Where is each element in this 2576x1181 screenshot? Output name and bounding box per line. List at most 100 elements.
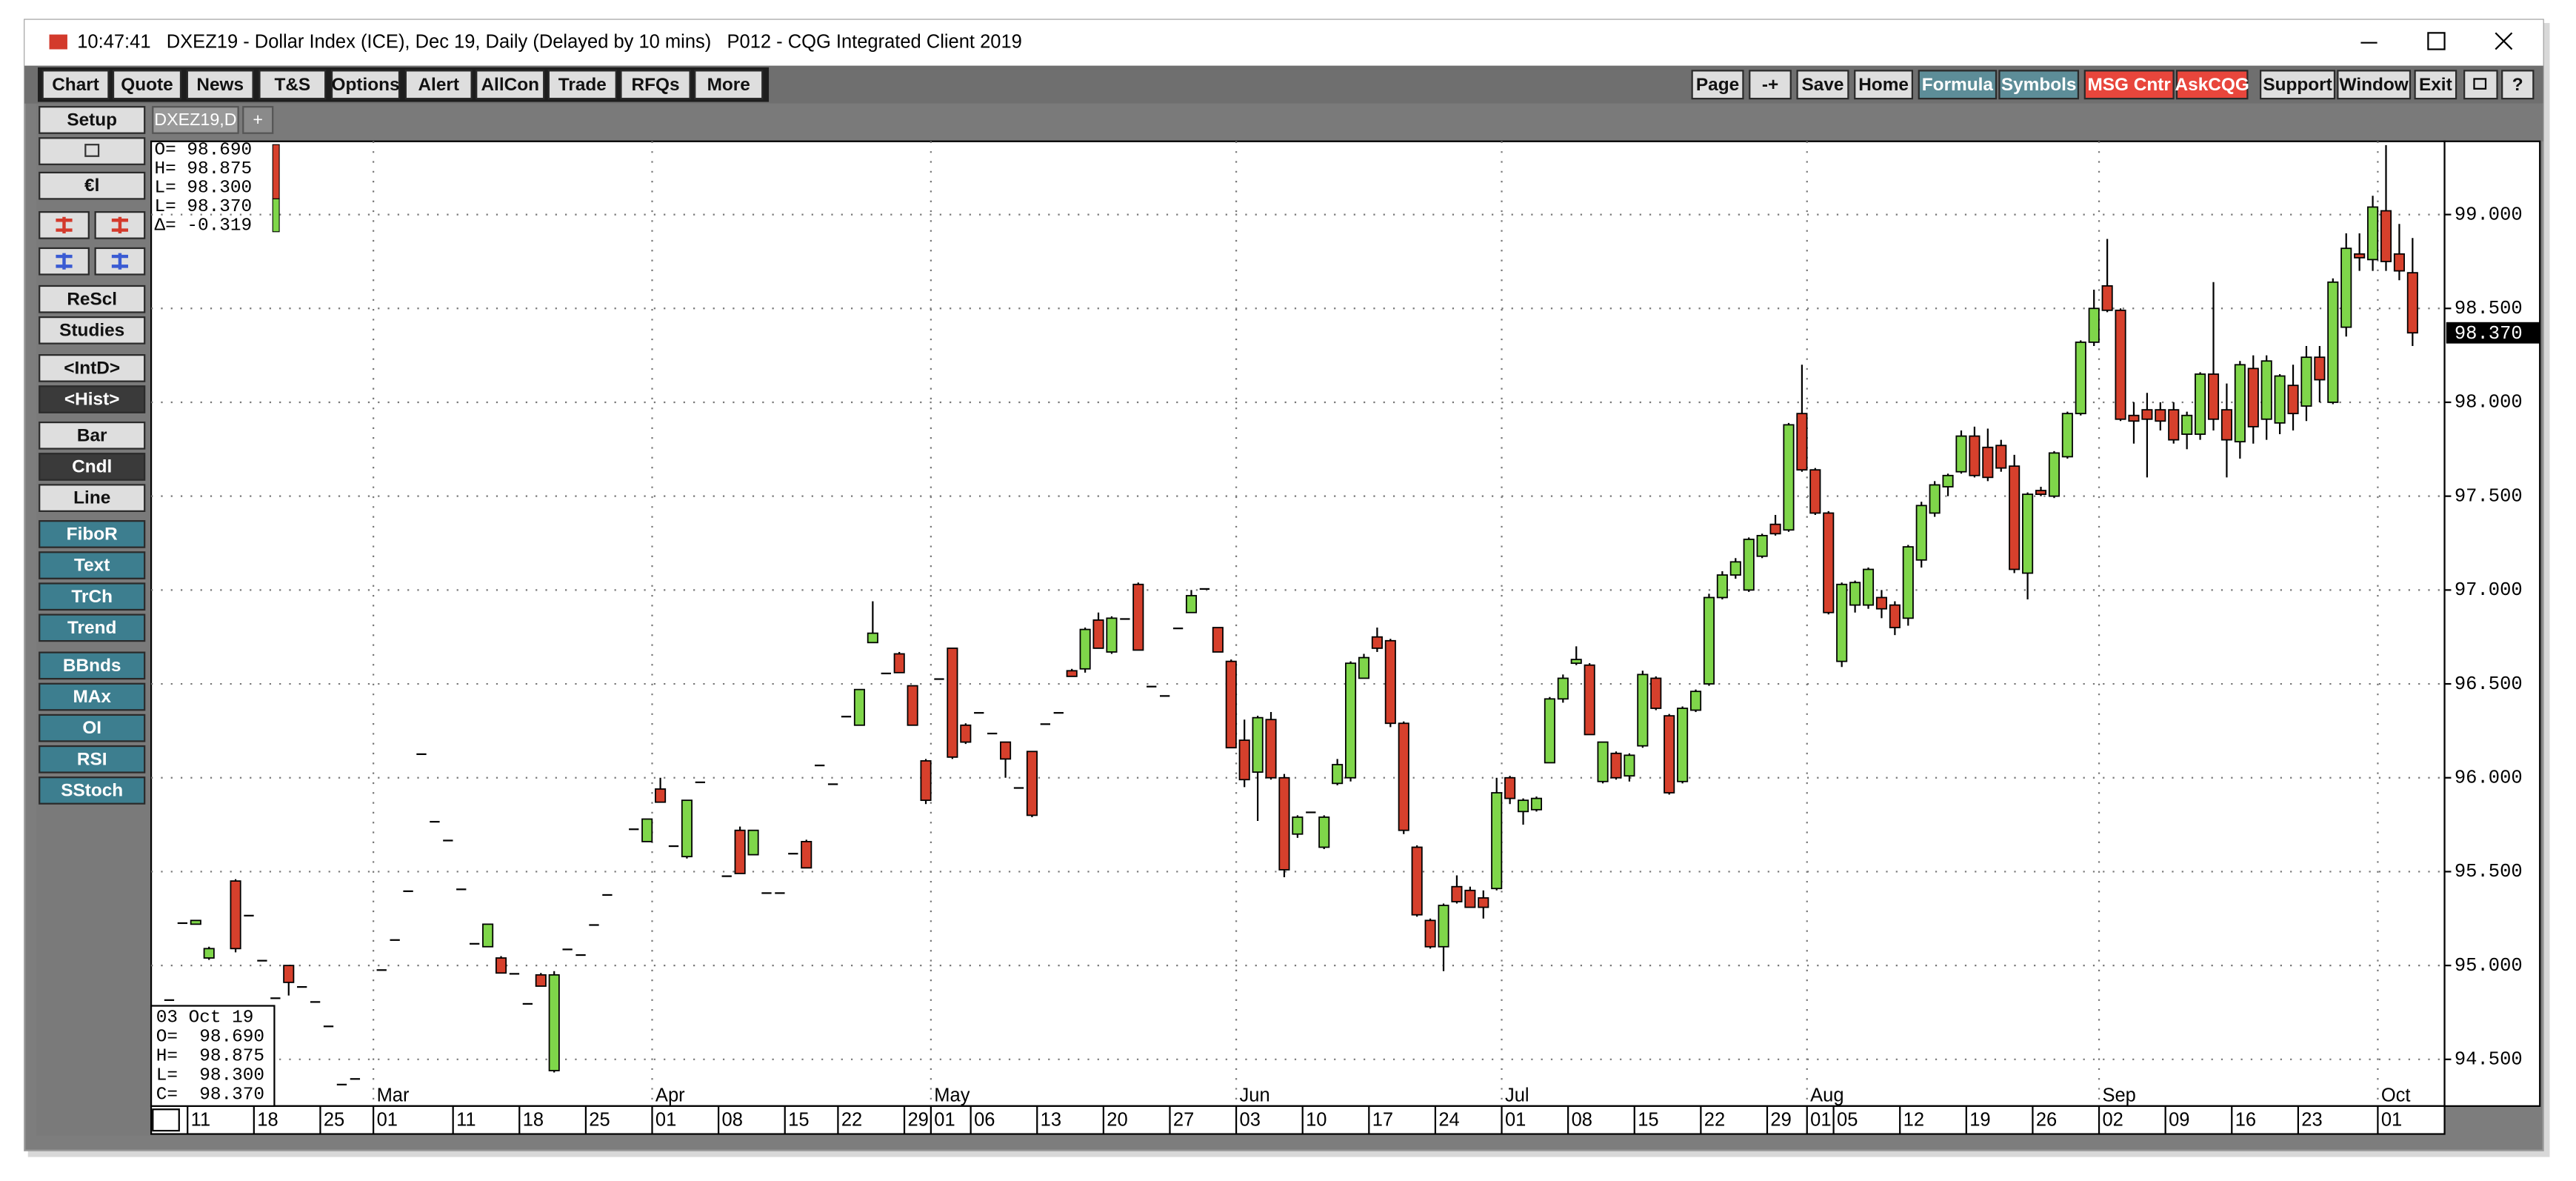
toolbar-button-label: Window (2340, 75, 2409, 95)
candle-body (1915, 505, 1927, 561)
sidebar-button-label: RSI (77, 749, 107, 769)
toolbar-button[interactable] (2083, 70, 2175, 100)
candle-body (881, 672, 891, 675)
y-tick-label: 98.500 (2455, 298, 2523, 319)
toolbar-button[interactable] (112, 70, 182, 100)
toolbar-button[interactable] (2337, 70, 2412, 100)
candle-body (1451, 885, 1463, 902)
toolbar-button-label: Symbols (2001, 75, 2077, 95)
candle-body (1650, 677, 1662, 709)
candle-body (1610, 752, 1622, 779)
sidebar-button[interactable] (39, 484, 146, 512)
toolbar-button[interactable] (1796, 70, 1849, 100)
toolbar-button[interactable] (258, 70, 327, 100)
candle-body (2009, 465, 2021, 570)
toolbar-button-label: T&S (274, 75, 310, 95)
maximize-button[interactable] (2427, 32, 2446, 50)
candle-body (270, 997, 281, 999)
sidebar-button[interactable] (39, 713, 146, 742)
x-tick-label: 10 (1306, 1110, 1327, 1131)
toolbar-button[interactable] (1918, 70, 1998, 100)
toolbar-button[interactable] (1691, 70, 1744, 100)
toolbar-button[interactable] (330, 70, 401, 100)
tab[interactable] (242, 106, 274, 134)
candle-body (695, 781, 706, 784)
sidebar-button[interactable] (39, 385, 146, 413)
sidebar-button[interactable] (39, 776, 146, 805)
sidebar-button[interactable] (39, 520, 146, 548)
sidebar-button[interactable] (39, 682, 146, 711)
x-tick-label: 17 (1372, 1110, 1393, 1131)
sidebar-button[interactable] (39, 651, 146, 680)
month-label: Aug (1810, 1085, 1843, 1105)
close-button[interactable] (2495, 32, 2513, 50)
month-label: Oct (2381, 1085, 2411, 1105)
sidebar-button-label: <IntD> (64, 358, 120, 378)
toolbar-button[interactable] (1854, 70, 1913, 100)
y-tick-label: 98.000 (2455, 392, 2523, 413)
candle-body (1716, 574, 1728, 599)
candle-body (2088, 307, 2100, 343)
candle-body (310, 1001, 321, 1003)
candle-body (2260, 360, 2272, 420)
sidebar-button-label: BBnds (63, 656, 121, 676)
candle-body (1862, 568, 1875, 606)
sidebar-button[interactable] (39, 285, 146, 313)
x-tick-label: 13 (1041, 1110, 1061, 1131)
toolbar-button[interactable] (186, 70, 254, 100)
ohlc-readout: H= 98.875 (155, 159, 253, 179)
sidebar-button[interactable] (39, 582, 146, 611)
toolbar-button-label: Exit (2419, 75, 2452, 95)
ohlc-readout: L= 98.370 (155, 197, 253, 217)
candle-body (761, 892, 772, 894)
candle-body (1809, 469, 1821, 514)
icon-glyph (56, 253, 73, 270)
toolbar-button[interactable] (476, 70, 545, 100)
tab-label: DXEZ19,D (154, 110, 236, 129)
candle-body (1995, 445, 2007, 469)
candle-body (509, 973, 520, 975)
candle-body (443, 839, 453, 842)
tab[interactable] (152, 106, 239, 134)
toolbar-button-label: AskCQG (2175, 75, 2249, 95)
toolbar-button[interactable] (404, 70, 473, 100)
toolbar-button[interactable] (694, 70, 764, 100)
x-tick-label: 01 (2381, 1110, 2402, 1131)
sidebar-button[interactable] (39, 106, 146, 134)
candle-body (920, 760, 932, 802)
candle-body (1092, 619, 1104, 649)
sidebar-button[interactable] (39, 745, 146, 774)
sidebar-button[interactable] (39, 613, 146, 642)
candle-body (456, 888, 467, 891)
toolbar-button[interactable] (2175, 70, 2249, 100)
x-tick-label: 22 (841, 1110, 862, 1131)
sidebar-button[interactable] (39, 354, 146, 382)
print-button[interactable] (39, 137, 146, 165)
toolbar-button[interactable] (547, 70, 617, 100)
candle-body (1120, 618, 1130, 620)
toolbar-button[interactable] (1749, 70, 1792, 100)
candle-body (1278, 776, 1290, 871)
x-tick-label: 06 (974, 1110, 995, 1131)
candle-body (1053, 712, 1064, 714)
x-tick-label: 01 (934, 1110, 955, 1131)
toolbar-button[interactable] (41, 70, 110, 100)
toolbar-button[interactable] (1998, 70, 2080, 100)
sidebar-button-label: SStoch (61, 781, 123, 801)
toolbar-button[interactable] (620, 70, 691, 100)
sidebar-button[interactable] (39, 453, 146, 481)
candle-body (562, 948, 573, 951)
last-price-label: 98.370 (2455, 323, 2523, 345)
restore-button[interactable] (2463, 70, 2498, 100)
candle-body (1518, 799, 1529, 813)
sidebar-button[interactable] (39, 316, 146, 345)
toolbar-button[interactable] (2501, 70, 2535, 100)
sidebar-button[interactable] (39, 421, 146, 450)
sidebar-button[interactable] (39, 551, 146, 579)
candle-body (1689, 691, 1702, 711)
footer-readout: O= 98.690 (156, 1027, 264, 1047)
candle-body (1147, 685, 1157, 688)
toolbar-button[interactable] (2260, 70, 2336, 100)
toolbar-button[interactable] (2414, 70, 2457, 100)
sidebar-button[interactable] (39, 171, 146, 200)
